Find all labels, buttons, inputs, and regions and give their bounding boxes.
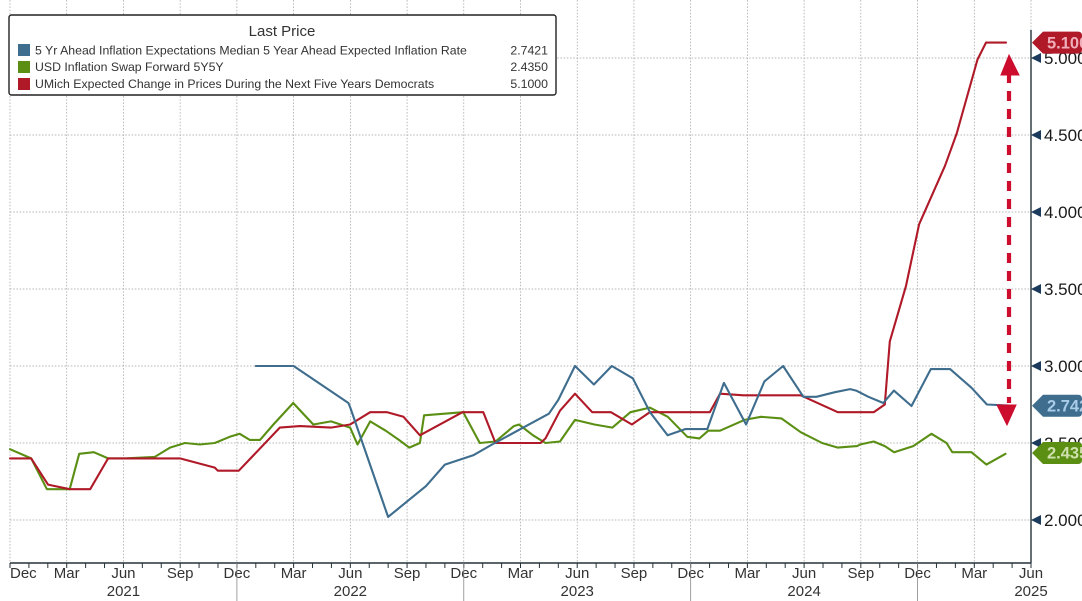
svg-text:Sep: Sep [621, 565, 648, 582]
svg-text:5.1000: 5.1000 [510, 77, 548, 91]
svg-text:Sep: Sep [167, 565, 194, 582]
svg-text:Mar: Mar [508, 565, 534, 582]
svg-text:2.7421: 2.7421 [1047, 397, 1082, 415]
svg-text:3.0000: 3.0000 [1044, 357, 1082, 376]
svg-text:Mar: Mar [734, 565, 760, 582]
svg-text:2.0000: 2.0000 [1044, 511, 1082, 530]
svg-text:2.7421: 2.7421 [510, 44, 548, 58]
svg-text:Jun: Jun [1019, 565, 1043, 582]
svg-text:Mar: Mar [281, 565, 307, 582]
svg-text:Dec: Dec [10, 565, 37, 582]
svg-text:Jun: Jun [792, 565, 816, 582]
svg-text:4.0000: 4.0000 [1044, 203, 1082, 222]
svg-text:2024: 2024 [787, 583, 820, 600]
svg-text:2022: 2022 [334, 583, 367, 600]
svg-text:Sep: Sep [847, 565, 874, 582]
svg-text:4.5000: 4.5000 [1044, 126, 1082, 145]
svg-text:3.5000: 3.5000 [1044, 280, 1082, 299]
svg-text:UMich Expected Change in Price: UMich Expected Change in Prices During t… [35, 77, 434, 91]
svg-text:Last Price: Last Price [249, 23, 316, 40]
svg-text:Sep: Sep [394, 565, 421, 582]
svg-text:Jun: Jun [565, 565, 589, 582]
svg-text:2021: 2021 [107, 583, 140, 600]
svg-text:2.4350: 2.4350 [510, 60, 548, 74]
svg-text:Jun: Jun [111, 565, 135, 582]
svg-text:Mar: Mar [54, 565, 80, 582]
svg-text:Jun: Jun [338, 565, 362, 582]
svg-text:Mar: Mar [961, 565, 987, 582]
svg-text:USD Inflation Swap Forward 5Y5: USD Inflation Swap Forward 5Y5Y [35, 60, 224, 74]
svg-text:2023: 2023 [561, 583, 594, 600]
svg-text:2025: 2025 [1014, 583, 1047, 600]
svg-text:5 Yr Ahead Inflation Expectati: 5 Yr Ahead Inflation Expectations Median… [35, 44, 467, 58]
svg-text:5.1000: 5.1000 [1047, 34, 1082, 52]
svg-text:2.4350: 2.4350 [1047, 445, 1082, 463]
